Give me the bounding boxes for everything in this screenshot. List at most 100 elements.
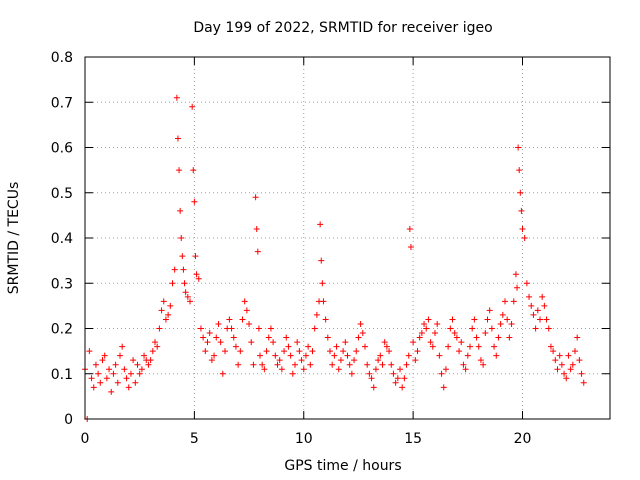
data-point — [521, 235, 528, 241]
y-tick-label: 0.8 — [51, 50, 73, 66]
data-point — [405, 352, 412, 359]
data-point — [508, 320, 515, 327]
y-tick-label: 0.1 — [51, 367, 73, 383]
data-point — [578, 370, 585, 377]
data-point — [344, 352, 351, 359]
data-point — [191, 198, 198, 205]
data-point — [206, 330, 213, 337]
data-point — [502, 298, 508, 305]
data-point — [528, 302, 535, 309]
data-point — [259, 361, 266, 368]
data-point — [547, 343, 554, 350]
data-point — [274, 361, 281, 368]
data-point — [257, 352, 263, 359]
data-point — [178, 235, 185, 241]
data-point — [174, 135, 181, 142]
data-point — [534, 307, 541, 314]
data-point — [414, 348, 421, 355]
data-point — [337, 357, 344, 364]
y-tick-label: 0 — [64, 412, 73, 428]
data-point — [427, 339, 434, 346]
x-tick-label: 20 — [514, 431, 532, 447]
data-point — [495, 334, 502, 341]
data-point — [407, 244, 414, 251]
data-point — [302, 352, 309, 359]
data-point — [462, 366, 469, 373]
data-point — [99, 357, 106, 364]
data-point — [335, 366, 342, 373]
data-point — [252, 194, 259, 201]
data-point — [248, 339, 255, 346]
data-point — [145, 361, 152, 368]
x-tick-label: 0 — [81, 431, 90, 447]
data-point — [152, 339, 158, 346]
data-point — [333, 343, 340, 350]
data-point — [88, 375, 95, 382]
data-point — [561, 370, 568, 377]
data-point — [215, 320, 222, 327]
data-point — [184, 293, 191, 300]
data-point — [97, 379, 104, 386]
data-point — [278, 366, 285, 373]
y-tick-label: 0.2 — [51, 322, 73, 338]
data-point — [530, 311, 537, 318]
data-point — [518, 207, 525, 214]
data-point — [114, 379, 121, 386]
data-point — [181, 280, 188, 287]
data-point — [241, 298, 248, 305]
data-point — [134, 361, 141, 368]
x-tick-label: 5 — [190, 431, 199, 447]
data-point — [519, 225, 526, 232]
data-point — [445, 343, 452, 350]
data-point — [294, 339, 301, 346]
data-point — [160, 298, 167, 305]
data-point — [423, 325, 430, 332]
data-point — [372, 366, 379, 373]
data-point — [182, 289, 189, 296]
data-point — [554, 366, 561, 373]
data-point — [228, 325, 235, 332]
data-point — [187, 298, 193, 305]
data-point — [250, 361, 257, 368]
data-point — [276, 357, 283, 364]
data-point — [572, 348, 578, 355]
data-point — [355, 334, 362, 341]
data-point — [171, 266, 178, 273]
data-point — [309, 348, 316, 355]
data-point — [537, 316, 543, 323]
data-point — [189, 103, 196, 110]
data-point — [467, 343, 473, 350]
data-point — [281, 348, 288, 355]
data-point — [484, 316, 491, 323]
data-point — [449, 316, 456, 323]
data-point — [211, 352, 218, 359]
data-point — [515, 144, 522, 151]
data-point — [552, 357, 559, 364]
data-point — [440, 384, 447, 391]
data-point — [167, 302, 174, 309]
data-point — [319, 280, 326, 287]
data-point — [377, 352, 384, 359]
data-point — [119, 343, 126, 350]
data-points — [82, 94, 587, 422]
data-point — [125, 384, 132, 391]
data-point — [246, 320, 253, 327]
data-point — [117, 352, 123, 359]
data-point — [317, 221, 324, 228]
data-point — [558, 361, 565, 368]
y-tick-label: 0.3 — [51, 276, 73, 292]
data-point — [329, 361, 336, 368]
data-point — [243, 307, 250, 314]
data-point — [403, 361, 410, 368]
data-point — [132, 379, 139, 386]
data-point — [543, 316, 550, 323]
data-point — [305, 343, 312, 350]
data-point — [399, 384, 406, 391]
data-point — [359, 330, 366, 337]
data-point — [442, 366, 449, 373]
data-point — [230, 334, 237, 341]
data-point — [532, 325, 539, 332]
data-point — [563, 375, 570, 382]
data-point — [346, 361, 353, 368]
